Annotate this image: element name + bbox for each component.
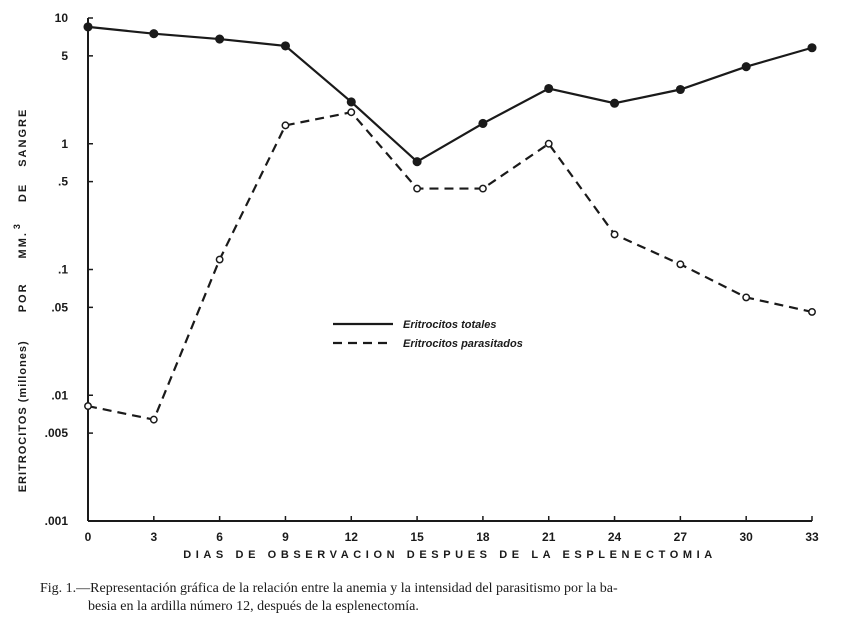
series-line — [87, 111, 813, 421]
x-tick-label: 12 — [345, 530, 359, 544]
x-tick-label: 0 — [85, 530, 92, 544]
x-tick-label: 18 — [476, 530, 490, 544]
data-point — [347, 108, 356, 117]
x-tick-label: 3 — [150, 530, 157, 544]
y-axis-label-part: SANGRE — [17, 108, 29, 167]
y-tick-label: .5 — [58, 175, 68, 189]
data-point — [741, 62, 751, 72]
data-point — [412, 157, 422, 167]
data-point — [676, 260, 685, 269]
figure-caption: Fig. 1.—Representación gráfica de la rel… — [40, 580, 800, 616]
data-point — [742, 293, 751, 302]
x-tick-label: 33 — [805, 530, 819, 544]
y-axis-label-text: ERITROCITOS (millones) POR MM. 3 DE SANGRE — [12, 108, 29, 493]
x-tick-label: 15 — [410, 530, 424, 544]
data-point — [149, 415, 158, 424]
y-tick-label: 5 — [61, 49, 68, 63]
x-tick-label: 24 — [608, 530, 622, 544]
data-point — [346, 97, 356, 107]
data-point — [609, 98, 620, 108]
data-point — [544, 139, 553, 148]
y-axis-label-part: 3 — [12, 222, 22, 229]
data-point — [478, 118, 488, 129]
data-point — [413, 184, 422, 193]
data-point — [149, 29, 159, 39]
y-axis-label-part: DE — [17, 183, 29, 202]
y-axis-label-part: POR — [17, 282, 29, 312]
data-point — [215, 255, 224, 264]
data-point — [478, 184, 487, 193]
data-point — [84, 402, 92, 411]
data-point — [215, 34, 225, 44]
legend-label: Eritrocitos totales — [403, 319, 497, 331]
series-line — [87, 25, 813, 164]
y-axis-label-group: ERITROCITOS (millones) POR MM. 3 DE SANGRE — [12, 108, 29, 493]
y-axis-ticks: 10 5 1 .5 .1 .05 .01 .005 .001 — [45, 11, 93, 528]
x-tick-label: 6 — [216, 530, 223, 544]
data-point — [83, 22, 93, 32]
y-tick-label: .005 — [45, 426, 69, 440]
y-tick-label: 10 — [55, 11, 69, 25]
data-point — [610, 230, 619, 239]
series-eritrocitos-parasitados — [84, 108, 816, 424]
y-tick-label: 1 — [61, 137, 68, 151]
axes — [87, 18, 812, 522]
y-tick-label: .1 — [58, 263, 68, 277]
y-tick-label: .01 — [51, 388, 68, 402]
y-axis-label-part: ERITROCITOS (millones) — [17, 340, 29, 492]
y-tick-label: .001 — [45, 514, 69, 528]
x-axis-label: DIAS DE OBSERVACION DESPUES DE LA ESPLEN… — [183, 549, 717, 561]
x-tick-label: 27 — [674, 530, 688, 544]
y-axis-label: ERITROCITOS (millones) POR MM. 3 DE SANGRE — [12, 108, 29, 493]
legend: Eritrocitos totales Eritrocitos parasitad… — [333, 319, 523, 350]
caption-line-2: besia en la ardilla número 12, después d… — [88, 599, 419, 614]
x-tick-label: 9 — [282, 530, 289, 544]
data-point — [280, 41, 291, 51]
data-point — [807, 43, 817, 53]
x-tick-label: 21 — [542, 530, 556, 544]
data-point — [675, 84, 685, 95]
data-point — [808, 307, 816, 316]
caption-line-1: Fig. 1.—Representación gráfica de la rel… — [40, 581, 618, 596]
y-axis-label-part: MM. — [17, 231, 29, 258]
legend-label: Eritrocitos parasitados — [403, 338, 523, 350]
data-point — [281, 121, 290, 130]
x-axis-ticks: 0 3 6 9 12 15 18 21 24 27 30 33 — [85, 516, 819, 544]
data-point — [544, 83, 554, 94]
line-chart: 10 5 1 .5 .1 .05 .01 .005 .001 0 3 6 9 12 15 18 21 24 27 3… — [12, 11, 819, 561]
series-group — [83, 22, 817, 424]
series-eritrocitos-totales — [83, 22, 817, 167]
x-tick-label: 30 — [740, 530, 754, 544]
y-tick-label: .05 — [51, 300, 68, 314]
